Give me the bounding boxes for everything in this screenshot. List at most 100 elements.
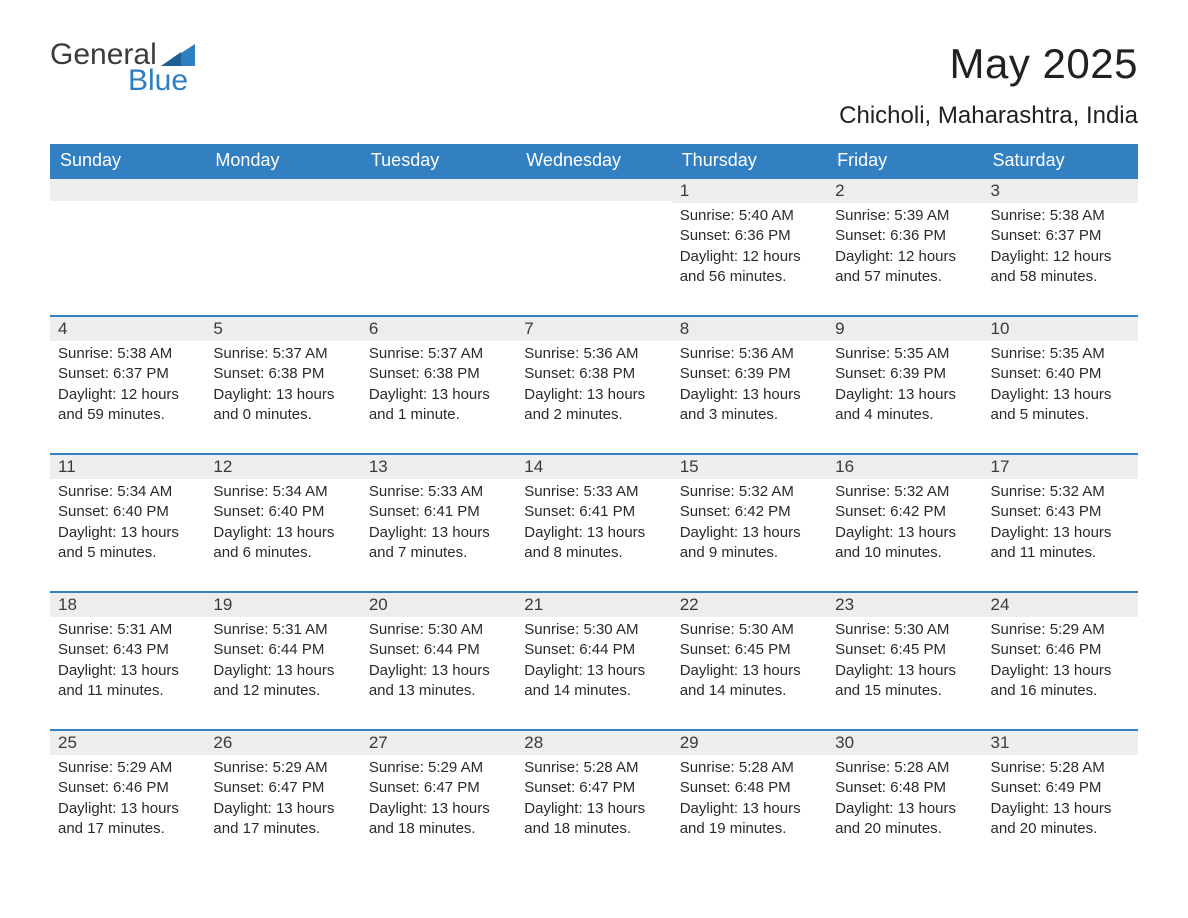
sunset-line: Sunset: 6:44 PM (369, 640, 508, 660)
day-details: Sunrise: 5:30 AMSunset: 6:45 PMDaylight:… (827, 617, 982, 707)
sunrise-line: Sunrise: 5:28 AM (680, 758, 819, 778)
day-details: Sunrise: 5:33 AMSunset: 6:41 PMDaylight:… (516, 479, 671, 569)
sunset-line: Sunset: 6:47 PM (369, 778, 508, 798)
calendar-cell: 9Sunrise: 5:35 AMSunset: 6:39 PMDaylight… (827, 315, 982, 453)
calendar-cell: 6Sunrise: 5:37 AMSunset: 6:38 PMDaylight… (361, 315, 516, 453)
day-number: 6 (361, 315, 516, 341)
sunrise-line: Sunrise: 5:31 AM (58, 620, 197, 640)
day-details: Sunrise: 5:36 AMSunset: 6:38 PMDaylight:… (516, 341, 671, 431)
day-number: 7 (516, 315, 671, 341)
sunset-line: Sunset: 6:38 PM (524, 364, 663, 384)
calendar-cell: 15Sunrise: 5:32 AMSunset: 6:42 PMDayligh… (672, 453, 827, 591)
day-number: 19 (205, 591, 360, 617)
sunrise-line: Sunrise: 5:30 AM (680, 620, 819, 640)
sunrise-line: Sunrise: 5:29 AM (991, 620, 1130, 640)
sunset-line: Sunset: 6:38 PM (213, 364, 352, 384)
sunset-line: Sunset: 6:39 PM (680, 364, 819, 384)
weekday-header: Friday (827, 144, 982, 177)
day-number: 25 (50, 729, 205, 755)
sunrise-line: Sunrise: 5:29 AM (58, 758, 197, 778)
daylight-line: Daylight: 13 hours and 19 minutes. (680, 799, 819, 840)
sunset-line: Sunset: 6:40 PM (991, 364, 1130, 384)
calendar-cell: 30Sunrise: 5:28 AMSunset: 6:48 PMDayligh… (827, 729, 982, 867)
title-block: May 2025 Chicholi, Maharashtra, India (839, 40, 1138, 130)
weekday-header: Tuesday (361, 144, 516, 177)
calendar-row: 25Sunrise: 5:29 AMSunset: 6:46 PMDayligh… (50, 729, 1138, 867)
day-details: Sunrise: 5:35 AMSunset: 6:39 PMDaylight:… (827, 341, 982, 431)
calendar-cell: 29Sunrise: 5:28 AMSunset: 6:48 PMDayligh… (672, 729, 827, 867)
daylight-line: Daylight: 13 hours and 20 minutes. (835, 799, 974, 840)
weekday-header: Saturday (983, 144, 1138, 177)
day-details: Sunrise: 5:30 AMSunset: 6:45 PMDaylight:… (672, 617, 827, 707)
daylight-line: Daylight: 12 hours and 59 minutes. (58, 385, 197, 426)
day-details: Sunrise: 5:29 AMSunset: 6:47 PMDaylight:… (361, 755, 516, 845)
day-number: 16 (827, 453, 982, 479)
day-number: 4 (50, 315, 205, 341)
calendar-cell: 14Sunrise: 5:33 AMSunset: 6:41 PMDayligh… (516, 453, 671, 591)
day-details: Sunrise: 5:32 AMSunset: 6:43 PMDaylight:… (983, 479, 1138, 569)
day-number: 31 (983, 729, 1138, 755)
sunrise-line: Sunrise: 5:28 AM (524, 758, 663, 778)
day-number: 9 (827, 315, 982, 341)
sunrise-line: Sunrise: 5:29 AM (213, 758, 352, 778)
calendar-cell (50, 177, 205, 315)
day-details: Sunrise: 5:29 AMSunset: 6:46 PMDaylight:… (983, 617, 1138, 707)
day-details: Sunrise: 5:40 AMSunset: 6:36 PMDaylight:… (672, 203, 827, 293)
calendar-row: 1Sunrise: 5:40 AMSunset: 6:36 PMDaylight… (50, 177, 1138, 315)
daylight-line: Daylight: 12 hours and 58 minutes. (991, 247, 1130, 288)
day-details: Sunrise: 5:34 AMSunset: 6:40 PMDaylight:… (50, 479, 205, 569)
daylight-line: Daylight: 13 hours and 16 minutes. (991, 661, 1130, 702)
daylight-line: Daylight: 13 hours and 9 minutes. (680, 523, 819, 564)
calendar-cell: 12Sunrise: 5:34 AMSunset: 6:40 PMDayligh… (205, 453, 360, 591)
daylight-line: Daylight: 13 hours and 14 minutes. (524, 661, 663, 702)
sunset-line: Sunset: 6:37 PM (991, 226, 1130, 246)
brand-logo: General Blue (50, 40, 195, 96)
day-number: 1 (672, 177, 827, 203)
calendar-cell: 21Sunrise: 5:30 AMSunset: 6:44 PMDayligh… (516, 591, 671, 729)
calendar-row: 11Sunrise: 5:34 AMSunset: 6:40 PMDayligh… (50, 453, 1138, 591)
calendar-cell: 23Sunrise: 5:30 AMSunset: 6:45 PMDayligh… (827, 591, 982, 729)
sunset-line: Sunset: 6:45 PM (680, 640, 819, 660)
day-details: Sunrise: 5:30 AMSunset: 6:44 PMDaylight:… (361, 617, 516, 707)
calendar-row: 4Sunrise: 5:38 AMSunset: 6:37 PMDaylight… (50, 315, 1138, 453)
day-details: Sunrise: 5:28 AMSunset: 6:48 PMDaylight:… (827, 755, 982, 845)
daylight-line: Daylight: 13 hours and 4 minutes. (835, 385, 974, 426)
sunset-line: Sunset: 6:44 PM (524, 640, 663, 660)
calendar-cell (361, 177, 516, 315)
sunrise-line: Sunrise: 5:39 AM (835, 206, 974, 226)
daylight-line: Daylight: 13 hours and 20 minutes. (991, 799, 1130, 840)
brand-triangle-icon (161, 44, 195, 66)
sunset-line: Sunset: 6:47 PM (524, 778, 663, 798)
day-details: Sunrise: 5:34 AMSunset: 6:40 PMDaylight:… (205, 479, 360, 569)
day-number: 30 (827, 729, 982, 755)
sunrise-line: Sunrise: 5:38 AM (991, 206, 1130, 226)
day-details: Sunrise: 5:30 AMSunset: 6:44 PMDaylight:… (516, 617, 671, 707)
sunset-line: Sunset: 6:43 PM (991, 502, 1130, 522)
sunset-line: Sunset: 6:46 PM (991, 640, 1130, 660)
daylight-line: Daylight: 13 hours and 7 minutes. (369, 523, 508, 564)
day-number: 22 (672, 591, 827, 617)
calendar-cell: 1Sunrise: 5:40 AMSunset: 6:36 PMDaylight… (672, 177, 827, 315)
daylight-line: Daylight: 13 hours and 11 minutes. (991, 523, 1130, 564)
calendar-table: SundayMondayTuesdayWednesdayThursdayFrid… (50, 144, 1138, 867)
calendar-cell (516, 177, 671, 315)
daylight-line: Daylight: 12 hours and 57 minutes. (835, 247, 974, 288)
day-number: 17 (983, 453, 1138, 479)
empty-day-strip (361, 177, 516, 201)
calendar-header: SundayMondayTuesdayWednesdayThursdayFrid… (50, 144, 1138, 177)
calendar-cell: 31Sunrise: 5:28 AMSunset: 6:49 PMDayligh… (983, 729, 1138, 867)
sunset-line: Sunset: 6:41 PM (369, 502, 508, 522)
day-details: Sunrise: 5:37 AMSunset: 6:38 PMDaylight:… (361, 341, 516, 431)
sunset-line: Sunset: 6:43 PM (58, 640, 197, 660)
daylight-line: Daylight: 13 hours and 8 minutes. (524, 523, 663, 564)
daylight-line: Daylight: 13 hours and 15 minutes. (835, 661, 974, 702)
calendar-cell: 4Sunrise: 5:38 AMSunset: 6:37 PMDaylight… (50, 315, 205, 453)
daylight-line: Daylight: 13 hours and 12 minutes. (213, 661, 352, 702)
sunrise-line: Sunrise: 5:28 AM (991, 758, 1130, 778)
day-details: Sunrise: 5:29 AMSunset: 6:46 PMDaylight:… (50, 755, 205, 845)
day-number: 23 (827, 591, 982, 617)
sunrise-line: Sunrise: 5:31 AM (213, 620, 352, 640)
month-title: May 2025 (839, 40, 1138, 88)
day-number: 3 (983, 177, 1138, 203)
daylight-line: Daylight: 13 hours and 2 minutes. (524, 385, 663, 426)
